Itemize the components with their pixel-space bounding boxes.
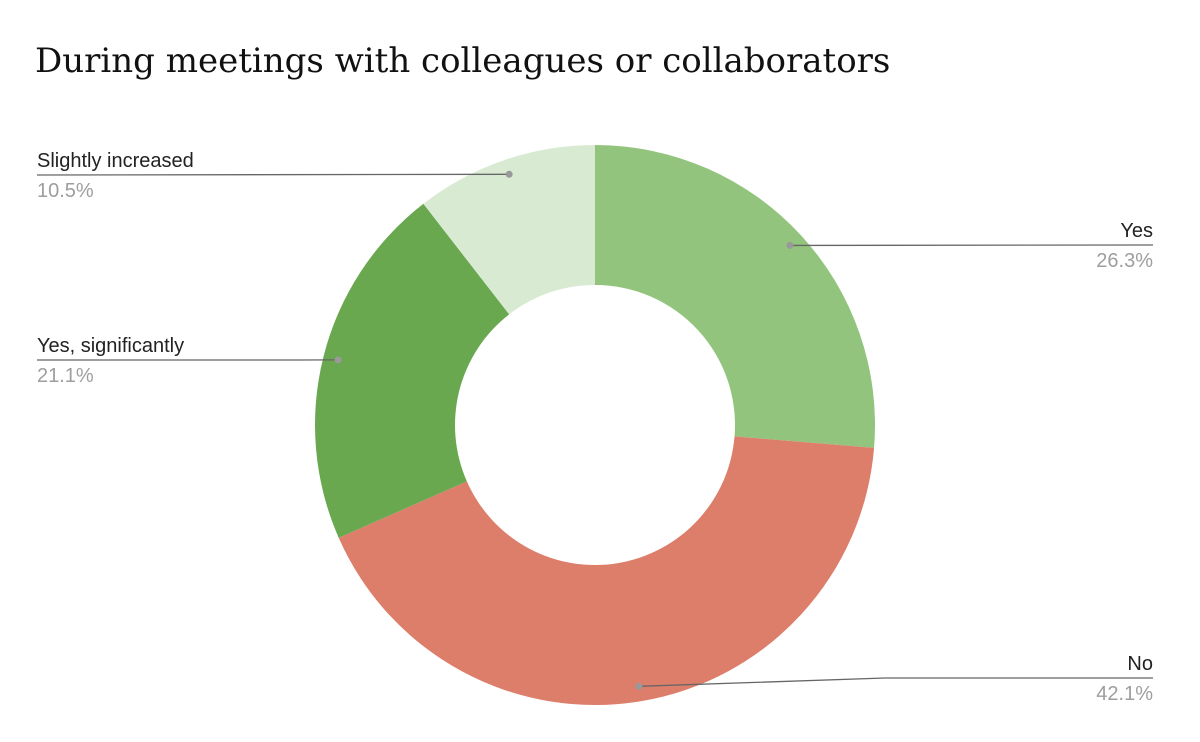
slice-label: No bbox=[1127, 653, 1153, 675]
slice-value-label: 10.5% bbox=[37, 180, 94, 202]
donut-slice bbox=[338, 436, 875, 706]
leader-line bbox=[638, 677, 1153, 687]
leader-line bbox=[36, 173, 510, 176]
slice-value-label: 42.1% bbox=[1096, 683, 1153, 705]
slice-label: Slightly increased bbox=[37, 150, 194, 172]
slice-value-label: 21.1% bbox=[37, 365, 94, 387]
leader-dot bbox=[786, 241, 794, 249]
donut-slice bbox=[423, 145, 595, 315]
leader-dot bbox=[635, 682, 643, 690]
slice-label: Yes, significantly bbox=[37, 335, 184, 357]
slice-label: Yes bbox=[1120, 220, 1153, 242]
leader-dot bbox=[505, 170, 513, 178]
slice-value-label: 26.3% bbox=[1096, 250, 1153, 272]
leader-dot bbox=[334, 356, 342, 364]
donut-slice bbox=[314, 203, 510, 538]
chart-title: During meetings with colleagues or colla… bbox=[35, 41, 890, 81]
donut-slice bbox=[595, 145, 875, 448]
